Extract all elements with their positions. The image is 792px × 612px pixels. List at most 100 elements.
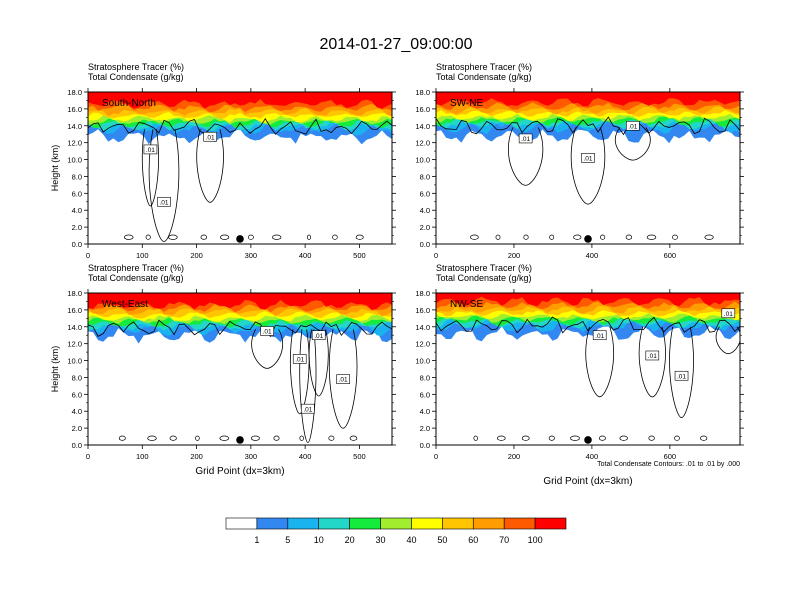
surface-condensate-contour	[674, 435, 680, 441]
y-tick-label: 10.0	[415, 156, 430, 165]
contour-label: .01	[157, 196, 171, 207]
contour-label: .01	[674, 370, 689, 381]
contour-label-text: .01	[677, 373, 686, 380]
surface-condensate-contour	[328, 435, 335, 441]
x-tick-label: 200	[190, 452, 203, 461]
x-tick-label: 0	[86, 452, 90, 461]
x-tick-label: 300	[245, 452, 258, 461]
plot-area: .01 .01 .01 SW-NE	[436, 92, 740, 244]
contour-label: .01	[721, 308, 736, 319]
y-tick-label: 12.0	[415, 340, 430, 349]
cross-section-label: NW-SE	[450, 299, 483, 310]
y-tick-label: 0.0	[72, 240, 82, 249]
colorbar-label: 60	[468, 535, 478, 545]
x-tick-label: 200	[190, 251, 203, 260]
surface-condensate-contour	[219, 435, 230, 441]
colorbar-swatch	[349, 517, 381, 530]
x-tick-label: 400	[299, 452, 312, 461]
surface-condensate-contour	[349, 435, 358, 441]
y-tick-label: 6.0	[72, 189, 82, 198]
contour-label-text: .01	[595, 333, 604, 340]
surface-condensate-contour	[496, 435, 506, 441]
contour-label-box	[157, 196, 171, 207]
y-tick-label: 0.0	[420, 441, 430, 450]
condensate-tower-contour	[251, 329, 284, 369]
condensate-contour	[88, 117, 392, 135]
panel-heading: Stratosphere Tracer (%)	[436, 62, 532, 72]
y-tick-label: 6.0	[420, 189, 430, 198]
y-tick-label: 4.0	[420, 407, 430, 416]
panel-heading: Stratosphere Tracer (%)	[436, 263, 532, 273]
surface-condensate-contour	[332, 234, 338, 240]
colorbar: 1 5 10 20 30 40 50 60 70 100	[225, 517, 567, 545]
band-100pct	[436, 92, 740, 107]
y-tick-label: 16.0	[67, 306, 82, 315]
surface-condensate-contour	[495, 234, 501, 240]
x-tick-label: 400	[586, 251, 599, 260]
colorbar-swatch	[442, 517, 474, 530]
contour-label-text: .01	[159, 199, 168, 206]
y-tick-label: 2.0	[420, 223, 430, 232]
surface-condensate-contour	[573, 234, 582, 240]
surface-condensate-contour	[168, 234, 178, 240]
contour-label-box	[301, 403, 315, 414]
y-tick-label: 12.0	[67, 340, 82, 349]
contour-label-text: .01	[206, 134, 215, 141]
surface-condensate-contour	[549, 234, 555, 240]
y-tick-label: 10.0	[67, 156, 82, 165]
surface-condensate-contour	[299, 435, 304, 441]
surface-condensate-contour	[247, 234, 254, 240]
x-tick-label: 100	[136, 452, 149, 461]
y-tick-label: 10.0	[67, 357, 82, 366]
band-100pct	[436, 293, 740, 307]
contour-label-text: .01	[648, 353, 657, 360]
surface-condensate-contour	[195, 435, 200, 441]
colorbar-label: 100	[528, 535, 543, 545]
surface-condensate-contour	[200, 234, 208, 240]
colorbar-label: 40	[406, 535, 416, 545]
x-tick-label: 0	[434, 251, 438, 260]
panel-heading: Total Condensate (g/kg)	[436, 273, 532, 283]
contour-label: .01	[645, 350, 660, 361]
y-tick-label: 18.0	[415, 88, 430, 97]
surface-condensate-contour	[118, 435, 126, 441]
band-100pct	[88, 293, 392, 310]
contour-label-text: .01	[263, 329, 272, 336]
contour-label: .01	[292, 354, 307, 364]
colorbar-label: 20	[345, 535, 355, 545]
colorbar-swatch	[256, 517, 289, 530]
contour-label-text: .01	[628, 123, 637, 130]
x-axis-label: Grid Point (dx=3km)	[195, 466, 284, 477]
surface-condensate-contour	[646, 234, 657, 240]
condensate-tower-contour	[148, 129, 180, 242]
y-tick-label: 6.0	[420, 390, 430, 399]
figure-title: 2014-01-27_09:00:00	[319, 36, 472, 53]
plot-area: .01 .01 .01 .01 NW-SE	[436, 293, 740, 445]
panel-heading: Stratosphere Tracer (%)	[88, 263, 184, 273]
panel-south-north: .01 .01 .01 South-North Stratosphere Tracer …	[50, 62, 396, 260]
cross-section-label: SW-NE	[450, 98, 483, 109]
y-tick-label: 18.0	[67, 289, 82, 298]
surface-condensate-contour	[619, 435, 628, 441]
contour-label: .01	[203, 131, 217, 142]
surface-condensate-contour	[570, 435, 580, 441]
contour-label-box	[581, 153, 595, 163]
contour-label-text: .01	[146, 147, 155, 154]
contour-label-box	[311, 330, 326, 341]
contour-label-box	[336, 374, 350, 384]
contour-label: .01	[581, 153, 595, 163]
condensate-tower-contour	[715, 326, 740, 355]
contour-label-box	[645, 350, 660, 361]
condensate-tower-contour	[585, 326, 614, 398]
surface-condensate-contour	[648, 435, 655, 441]
x-tick-label: 600	[664, 251, 677, 260]
x-tick-label: 100	[136, 251, 149, 260]
contour-label-box	[592, 330, 607, 341]
y-tick-label: 14.0	[415, 323, 430, 332]
contour-label-text: .01	[303, 406, 312, 413]
y-tick-label: 2.0	[72, 424, 82, 433]
colorbar-swatch	[503, 517, 536, 530]
contour-label-box	[203, 131, 217, 142]
contour-label-text: .01	[314, 333, 323, 340]
